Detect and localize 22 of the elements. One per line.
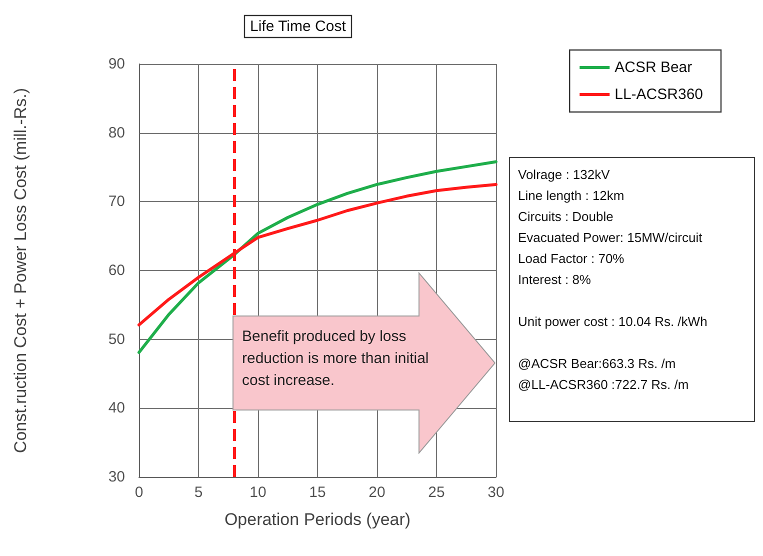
y-tick-label: 30	[108, 468, 125, 486]
y-axis-title: Const.ruction Cost + Power Loss Cost (mill.-Rs.)	[11, 88, 30, 454]
line-series	[138, 160, 498, 354]
y-tick-label: 70	[108, 193, 125, 210]
legend-label: LL-ACSR360	[614, 86, 704, 103]
chart-title: Life Time Cost	[250, 18, 347, 35]
x-tick-label: 5	[194, 484, 203, 501]
x-tick-label: 15	[309, 484, 326, 501]
x-tick-label: 25	[428, 484, 445, 501]
y-tick-label: 40	[108, 400, 125, 417]
y-tick-label: 90	[108, 56, 125, 72]
x-tick-label: 30	[488, 484, 504, 501]
x-tick-label: 0	[134, 484, 144, 501]
y-tick-label: 60	[108, 262, 125, 279]
y-tick-label: 80	[108, 124, 125, 142]
y-tick-label: 50	[108, 330, 125, 348]
x-tick-label: 10	[250, 484, 266, 501]
text: Volrage : 132kV Line length : 12km Circuits : Double Evacuated Power: 15MW/circuit Load Factor : 70% Interest : 8% Unit power cost : 10.04 Rs. /kWh @ACSR Bear:663.3 Rs. /m @LL-ACSR360 :722.7 Rs. /m	[518, 167, 708, 392]
x-tick-label: 20	[368, 484, 386, 501]
x-axis-title: Operation Periods (year)	[224, 510, 411, 529]
legend-label: ACSR Bear	[614, 59, 692, 76]
annotation: Benefit produced by loss reduction is more than initial cost increase.	[242, 327, 430, 391]
